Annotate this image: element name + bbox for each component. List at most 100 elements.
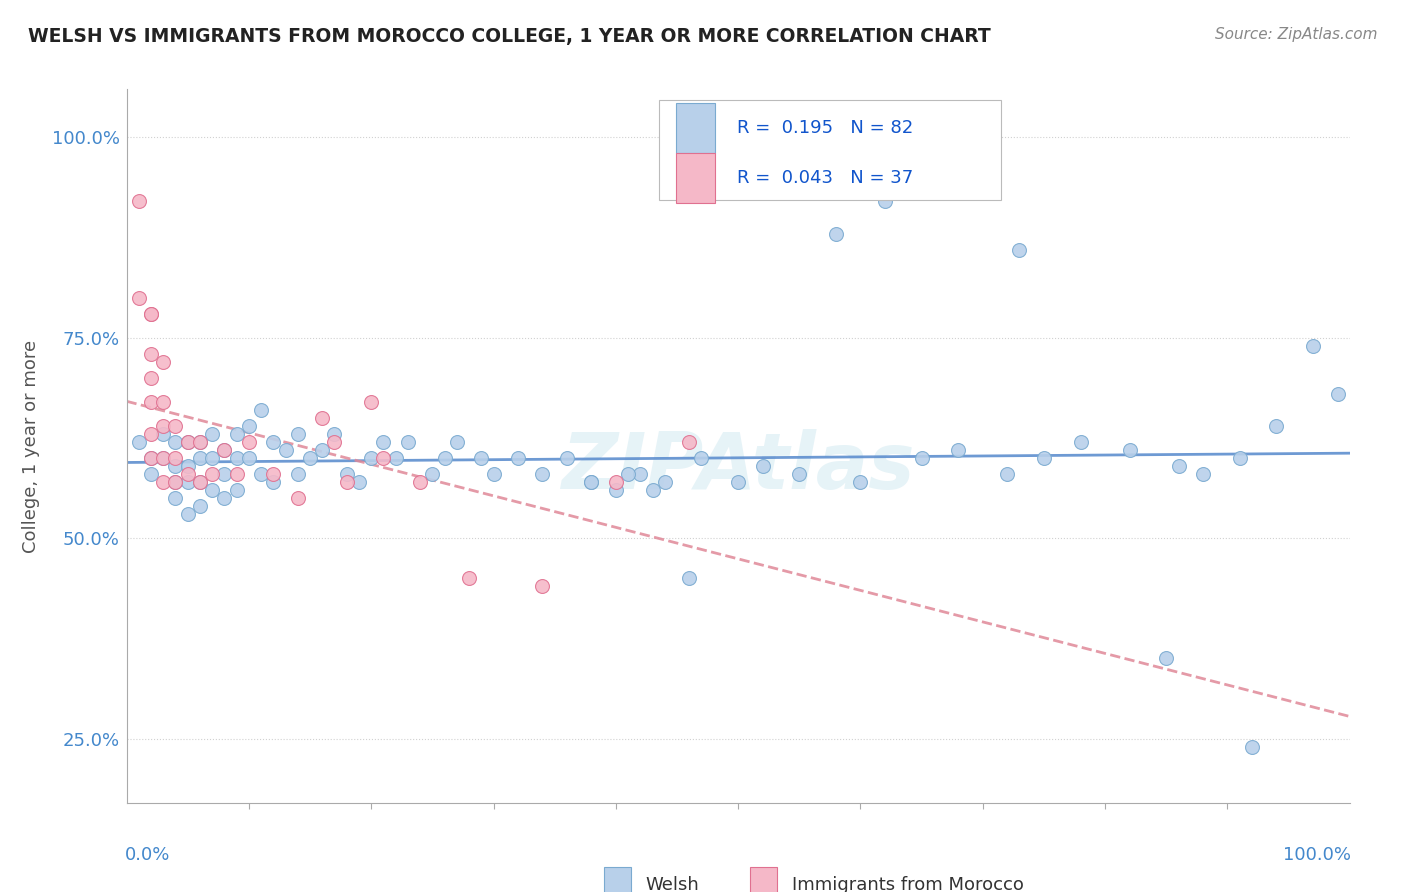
Point bbox=[165, 450, 187, 465]
Point bbox=[128, 194, 150, 209]
Text: R =  0.195   N = 82: R = 0.195 N = 82 bbox=[737, 119, 912, 136]
Point bbox=[262, 435, 284, 450]
Point bbox=[214, 442, 236, 457]
Point bbox=[482, 467, 505, 481]
Point bbox=[188, 435, 211, 450]
Point bbox=[165, 491, 187, 505]
Point bbox=[678, 435, 700, 450]
Point bbox=[262, 475, 284, 489]
Point bbox=[581, 475, 603, 489]
Point bbox=[995, 467, 1018, 481]
Point bbox=[238, 450, 260, 465]
Point bbox=[201, 467, 224, 481]
Point bbox=[347, 475, 370, 489]
Point bbox=[1167, 458, 1189, 473]
Y-axis label: College, 1 year or more: College, 1 year or more bbox=[22, 340, 41, 552]
Point bbox=[152, 450, 174, 465]
Point bbox=[165, 475, 187, 489]
Point bbox=[152, 450, 174, 465]
Text: ZIPAtlas: ZIPAtlas bbox=[561, 429, 915, 506]
Point bbox=[165, 419, 187, 434]
Point bbox=[727, 475, 749, 489]
Point bbox=[214, 467, 236, 481]
Text: Immigrants from Morocco: Immigrants from Morocco bbox=[792, 876, 1024, 892]
Point bbox=[225, 483, 247, 497]
Point bbox=[177, 435, 200, 450]
Point bbox=[605, 475, 627, 489]
Point bbox=[1326, 387, 1348, 401]
Point bbox=[336, 467, 359, 481]
Point bbox=[641, 483, 664, 497]
Point bbox=[311, 411, 333, 425]
Point bbox=[1032, 450, 1054, 465]
Point bbox=[654, 475, 676, 489]
Point bbox=[751, 458, 773, 473]
Point bbox=[422, 467, 444, 481]
Point bbox=[152, 355, 174, 369]
Point bbox=[225, 450, 247, 465]
Point bbox=[250, 403, 273, 417]
Point bbox=[287, 427, 309, 442]
Point bbox=[1118, 442, 1140, 457]
Point bbox=[825, 227, 848, 241]
Point bbox=[506, 450, 529, 465]
Point bbox=[373, 435, 395, 450]
Point bbox=[470, 450, 492, 465]
Point bbox=[360, 395, 382, 409]
Point bbox=[201, 450, 224, 465]
Point bbox=[323, 427, 346, 442]
Text: 0.0%: 0.0% bbox=[125, 846, 170, 863]
Point bbox=[165, 435, 187, 450]
Point bbox=[1192, 467, 1215, 481]
Point bbox=[188, 475, 211, 489]
Point bbox=[678, 571, 700, 585]
Point bbox=[617, 467, 640, 481]
Point bbox=[409, 475, 432, 489]
Point bbox=[152, 419, 174, 434]
Point bbox=[1240, 739, 1263, 754]
Point bbox=[188, 475, 211, 489]
Text: Source: ZipAtlas.com: Source: ZipAtlas.com bbox=[1215, 27, 1378, 42]
Point bbox=[139, 371, 162, 385]
Point bbox=[177, 467, 200, 481]
Point bbox=[373, 450, 395, 465]
Text: WELSH VS IMMIGRANTS FROM MOROCCO COLLEGE, 1 YEAR OR MORE CORRELATION CHART: WELSH VS IMMIGRANTS FROM MOROCCO COLLEGE… bbox=[28, 27, 991, 45]
Point bbox=[214, 491, 236, 505]
Point bbox=[250, 467, 273, 481]
Point bbox=[262, 467, 284, 481]
Point bbox=[139, 450, 162, 465]
Point bbox=[555, 450, 578, 465]
Point bbox=[152, 427, 174, 442]
Point bbox=[188, 499, 211, 513]
Point bbox=[787, 467, 810, 481]
Text: R =  0.043   N = 37: R = 0.043 N = 37 bbox=[737, 169, 912, 186]
Point bbox=[628, 467, 651, 481]
Point bbox=[152, 475, 174, 489]
Point bbox=[690, 450, 713, 465]
FancyBboxPatch shape bbox=[751, 867, 778, 892]
Point bbox=[177, 458, 200, 473]
Point bbox=[139, 347, 162, 361]
Point bbox=[188, 435, 211, 450]
Point bbox=[139, 467, 162, 481]
Point bbox=[214, 442, 236, 457]
Point bbox=[948, 442, 970, 457]
Point bbox=[433, 450, 456, 465]
FancyBboxPatch shape bbox=[658, 100, 1001, 200]
Point bbox=[1156, 651, 1178, 665]
Point bbox=[531, 579, 554, 593]
Point bbox=[177, 475, 200, 489]
Point bbox=[287, 467, 309, 481]
Point bbox=[911, 450, 934, 465]
Point bbox=[1229, 450, 1251, 465]
Point bbox=[396, 435, 419, 450]
Point bbox=[225, 427, 247, 442]
FancyBboxPatch shape bbox=[603, 867, 630, 892]
Text: Welsh: Welsh bbox=[645, 876, 699, 892]
Point bbox=[128, 291, 150, 305]
Point bbox=[299, 450, 322, 465]
Point bbox=[165, 475, 187, 489]
Point bbox=[225, 467, 247, 481]
Point bbox=[336, 475, 359, 489]
Point bbox=[139, 307, 162, 321]
